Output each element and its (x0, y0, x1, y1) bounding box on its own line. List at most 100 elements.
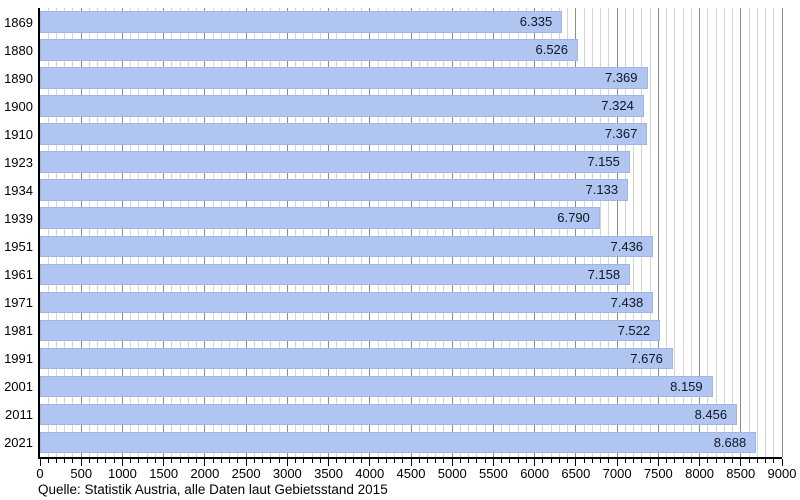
x-tick-minor (97, 459, 99, 463)
gridline-minor (682, 8, 684, 457)
gridline-minor (690, 8, 692, 457)
x-tick-minor (633, 459, 635, 463)
x-tick-minor (295, 459, 297, 463)
x-tick-minor (542, 459, 544, 463)
year-label: 1981 (4, 323, 33, 339)
value-label: 7.367 (604, 126, 638, 142)
year-label: 1991 (4, 351, 33, 367)
x-tick-major (575, 459, 577, 466)
year-label: 1910 (4, 126, 33, 142)
x-tick-minor (435, 459, 437, 463)
gridline-major (204, 8, 206, 457)
x-tick-label: 500 (70, 466, 93, 481)
x-tick-minor (732, 459, 734, 463)
x-tick-label: 0 (36, 466, 44, 481)
gridline-minor (278, 8, 280, 457)
x-tick-minor (468, 459, 470, 463)
gridline-minor (550, 8, 552, 457)
x-tick-major (121, 459, 123, 466)
x-tick-minor (666, 459, 668, 463)
x-tick-label: 3500 (314, 466, 344, 481)
x-tick-minor (212, 459, 214, 463)
x-tick-major (80, 459, 82, 466)
x-tick-label: 1000 (107, 466, 137, 481)
x-tick-minor (138, 459, 140, 463)
gridline-minor (344, 8, 346, 457)
x-tick-minor (88, 459, 90, 463)
x-tick-minor (171, 459, 173, 463)
x-tick-minor (352, 459, 354, 463)
gridline-minor (443, 8, 445, 457)
x-tick-minor (600, 459, 602, 463)
x-tick-minor (47, 459, 49, 463)
gridline-minor (385, 8, 387, 457)
gridline-minor (468, 8, 470, 457)
x-tick-minor (550, 459, 552, 463)
value-label: 7.438 (610, 294, 644, 310)
bar-2001: 8.159 (40, 375, 713, 398)
x-tick-label: 2000 (190, 466, 220, 481)
value-label: 8.688 (713, 434, 747, 450)
x-tick-minor (270, 459, 272, 463)
gridline-major (286, 8, 288, 457)
bar-1900: 7.324 (40, 95, 644, 117)
gridline-major (657, 8, 659, 457)
gridline-minor (64, 8, 66, 457)
x-tick-minor (154, 459, 156, 463)
gridline-major (369, 8, 371, 457)
gridline-major (121, 8, 123, 457)
value-label: 6.790 (557, 210, 590, 226)
year-label: 1939 (4, 210, 33, 226)
gridline-minor (113, 8, 115, 457)
x-tick-minor (311, 459, 313, 463)
gridline-minor (641, 8, 643, 457)
gridline-major (492, 8, 494, 457)
x-tick-minor (756, 459, 758, 463)
gridline-minor (402, 8, 404, 457)
value-label: 6.526 (535, 42, 569, 58)
gridline-minor (336, 8, 338, 457)
year-label: 1923 (4, 154, 33, 170)
x-tick-minor (525, 459, 527, 463)
x-tick-minor (509, 459, 511, 463)
gridline-minor (418, 8, 420, 457)
value-label: 8.456 (694, 406, 728, 422)
gridline-minor (319, 8, 321, 457)
gridline-minor (394, 8, 395, 457)
x-tick-minor (418, 459, 420, 463)
bar-1961: 7.158 (40, 263, 631, 286)
x-tick-minor (773, 459, 775, 463)
gridline-minor (352, 8, 354, 457)
gridline-minor (270, 8, 272, 457)
gridline-minor (765, 8, 766, 457)
gridline-major (80, 8, 82, 457)
gridline-minor (262, 8, 264, 457)
x-tick-major (328, 459, 330, 466)
gridline-major (534, 8, 536, 457)
x-tick-label: 8000 (685, 466, 715, 481)
bar-1869: 6.335 (40, 11, 563, 33)
gridline-major (451, 8, 453, 457)
bar-1923: 7.155 (40, 151, 630, 173)
gridline-minor (666, 8, 668, 457)
gridline-minor (435, 8, 437, 457)
x-tick-minor (641, 459, 643, 463)
value-label: 7.369 (604, 70, 638, 86)
x-tick-major (286, 459, 288, 466)
gridline-minor (105, 8, 107, 457)
year-label: 1869 (4, 14, 33, 30)
gridline-minor (55, 8, 57, 457)
value-label: 8.159 (670, 378, 703, 394)
bar-1890: 7.369 (40, 67, 648, 89)
gridline-minor (97, 8, 99, 457)
value-label: 6.335 (519, 14, 553, 29)
x-tick-minor (558, 459, 560, 463)
gridline-minor (88, 8, 90, 457)
gridline-minor (361, 8, 363, 457)
gridline-minor (525, 8, 527, 457)
year-label: 1900 (4, 98, 33, 114)
value-label: 7.155 (587, 154, 620, 170)
year-label: 2021 (4, 435, 33, 451)
bar-1934: 7.133 (40, 179, 629, 201)
x-tick-minor (385, 459, 387, 463)
